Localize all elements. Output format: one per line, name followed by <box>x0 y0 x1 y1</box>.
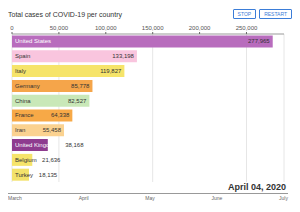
svg-text:Italy: Italy <box>15 68 26 74</box>
html-text:July: July <box>279 195 288 201</box>
html-text:May: May <box>145 195 155 201</box>
svg-text:119,827: 119,827 <box>100 68 122 74</box>
html-text:RESTART: RESTART <box>264 11 287 17</box>
html-text:Total cases of COVID-19 per co: Total cases of COVID-19 per country <box>8 10 122 18</box>
svg-text:18,135: 18,135 <box>39 172 58 178</box>
svg-text:64,338: 64,338 <box>51 112 70 118</box>
html-text:March: March <box>8 195 22 201</box>
svg-text:21,636: 21,636 <box>42 157 61 163</box>
svg-text:France: France <box>15 112 34 118</box>
svg-text:Belgium: Belgium <box>15 157 37 163</box>
svg-text:Iran: Iran <box>15 127 25 133</box>
svg-text:50,000: 50,000 <box>50 25 69 31</box>
html-text:STOP: STOP <box>237 11 252 17</box>
svg-text:82,527: 82,527 <box>68 98 87 104</box>
svg-text:100,000: 100,000 <box>95 25 117 31</box>
svg-text:55,458: 55,458 <box>43 127 62 133</box>
svg-text:China: China <box>15 98 31 104</box>
svg-text:200,000: 200,000 <box>189 25 211 31</box>
svg-text:250,000: 250,000 <box>236 25 258 31</box>
svg-text:0: 0 <box>10 25 14 31</box>
html-text:April: April <box>78 195 89 201</box>
svg-text:133,198: 133,198 <box>112 53 134 59</box>
html-text:April 04, 2020: April 04, 2020 <box>228 182 286 192</box>
svg-text:United Kingdom: United Kingdom <box>15 142 58 148</box>
svg-text:Turkey: Turkey <box>15 172 33 178</box>
svg-text:38,168: 38,168 <box>65 142 84 148</box>
svg-text:150,000: 150,000 <box>142 25 164 31</box>
svg-text:United States: United States <box>15 38 51 44</box>
svg-text:Spain: Spain <box>15 53 30 59</box>
svg-text:277,965: 277,965 <box>248 38 270 44</box>
svg-text:Germany: Germany <box>15 83 40 89</box>
html-text:June: June <box>211 195 223 201</box>
svg-text:85,778: 85,778 <box>71 83 90 89</box>
